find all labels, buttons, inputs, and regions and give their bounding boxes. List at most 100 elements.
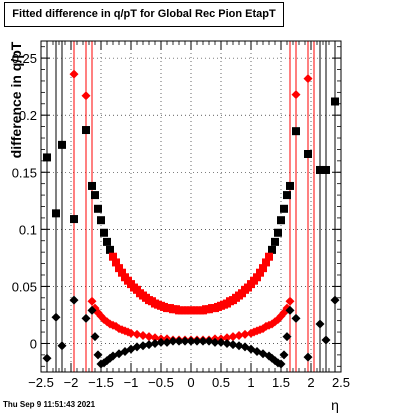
data-point-square [283, 191, 291, 200]
data-point-square [322, 165, 330, 174]
y-tick-label: 0.1 [19, 222, 37, 237]
data-point-square [253, 273, 261, 282]
y-tick-label: 0 [30, 336, 37, 351]
data-point-diamond [291, 313, 301, 323]
data-point-diamond [234, 330, 244, 340]
chart-title: Fitted difference in q/pT for Global Rec… [12, 8, 276, 20]
data-point-diamond [240, 329, 250, 339]
data-point-diamond [138, 330, 148, 340]
data-point-diamond [303, 74, 313, 84]
data-point-diamond [144, 332, 154, 342]
data-point-diamond [81, 91, 91, 101]
data-point-diamond [126, 328, 136, 338]
data-point-diamond [216, 337, 226, 347]
y-tick-label: 0.2 [19, 108, 37, 123]
data-point-diamond [150, 333, 160, 343]
data-point-diamond [168, 336, 178, 346]
data-point-square [43, 153, 51, 162]
data-point-diamond [222, 333, 232, 343]
data-point-square [286, 181, 294, 190]
data-point-diamond [330, 295, 340, 305]
data-point-square [271, 237, 279, 246]
y-tick-label: 0.15 [12, 165, 37, 180]
x-tick-label: −1 [124, 375, 139, 390]
timestamp: Thu Sep 9 11:51:43 2021 [3, 400, 96, 409]
data-point-diamond [204, 336, 214, 346]
data-point-square [94, 204, 102, 213]
data-point-square [70, 215, 78, 224]
data-point-diamond [228, 340, 238, 350]
data-point-diamond [132, 342, 142, 352]
data-point-square [112, 258, 120, 267]
data-point-diamond [303, 352, 313, 362]
data-point-diamond [291, 90, 301, 100]
data-point-square [91, 191, 99, 200]
data-point-diamond [138, 341, 148, 351]
error-bars [46, 41, 336, 372]
x-tick-label: −2 [64, 375, 79, 390]
data-point-diamond [186, 336, 196, 346]
data-point-square [115, 264, 123, 273]
data-point-square [103, 237, 111, 246]
data-point-square [88, 181, 96, 190]
y-tick-label: 0.05 [12, 279, 37, 294]
data-point-diamond [279, 350, 289, 360]
data-point-square [292, 127, 300, 136]
data-point-diamond [93, 350, 103, 360]
data-point-diamond [210, 337, 220, 347]
data-point-diamond [222, 338, 232, 348]
data-point-square [118, 268, 126, 277]
axis-ticks [40, 41, 342, 372]
data-point-diamond [81, 313, 91, 323]
data-point-diamond [192, 336, 202, 346]
data-point-square [106, 245, 114, 254]
data-point-diamond [162, 337, 172, 347]
data-point-diamond [42, 353, 52, 363]
data-point-square [268, 245, 276, 254]
x-tick-label: 0.5 [212, 375, 230, 390]
data-point-diamond [90, 332, 100, 342]
data-point-diamond [285, 296, 295, 306]
y-axis-label: difference in q/pT [8, 41, 24, 158]
data-point-square [100, 228, 108, 237]
chart-title-box: Fitted difference in q/pT for Global Rec… [4, 2, 284, 27]
data-point-square [265, 252, 273, 261]
data-point-square [52, 209, 60, 218]
data-point-diamond [228, 332, 238, 342]
y-tick-label: 0.25 [12, 51, 37, 66]
data-point-square [316, 165, 324, 174]
x-tick-label: 0 [187, 375, 194, 390]
data-point-square [262, 258, 270, 267]
data-point-square [280, 204, 288, 213]
x-tick-label: 1.5 [272, 375, 290, 390]
data-points [42, 69, 340, 369]
data-point-square [277, 216, 285, 225]
data-point-square [259, 264, 267, 273]
data-point-diamond [57, 341, 67, 351]
data-point-diamond [87, 305, 97, 315]
data-point-diamond [282, 332, 292, 342]
data-point-diamond [144, 340, 154, 350]
data-point-square [58, 140, 66, 149]
data-point-diamond [69, 295, 79, 305]
tick-labels: −2.5 −2 −1.5 −1 −0.5 0 0.5 1 1.5 2 2.5 0 0.05 0.1 0.15… [12, 51, 350, 390]
data-point-diamond [69, 69, 79, 79]
x-tick-label: 1 [247, 375, 254, 390]
x-tick-label: −0.5 [148, 375, 174, 390]
data-point-diamond [234, 341, 244, 351]
x-tick-label: 2 [307, 375, 314, 390]
data-point-diamond [180, 336, 190, 346]
data-point-square [109, 252, 117, 261]
data-point-square [331, 97, 339, 106]
data-point-square [304, 149, 312, 158]
x-axis-label: η [331, 397, 339, 413]
data-point-diamond [87, 296, 97, 306]
data-point-square [82, 126, 90, 135]
data-point-diamond [198, 336, 208, 346]
data-point-diamond [156, 337, 166, 347]
data-point-square [97, 216, 105, 225]
data-point-square [256, 268, 264, 277]
x-tick-label: −2.5 [28, 375, 54, 390]
data-point-diamond [285, 305, 295, 315]
